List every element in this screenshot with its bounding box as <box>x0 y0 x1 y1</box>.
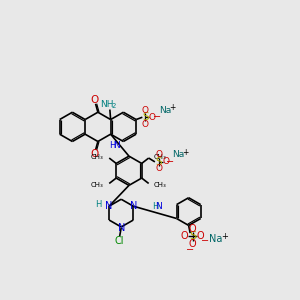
Text: CH₃: CH₃ <box>91 154 104 160</box>
Text: S: S <box>142 112 149 122</box>
Text: O: O <box>155 164 162 173</box>
Text: −: − <box>153 112 161 122</box>
Text: N: N <box>113 141 120 150</box>
Text: O: O <box>189 224 196 233</box>
Text: H: H <box>152 202 158 211</box>
Text: O: O <box>189 239 196 249</box>
Text: O: O <box>149 113 156 122</box>
Text: N: N <box>118 223 125 233</box>
Text: +: + <box>169 103 176 112</box>
Text: O: O <box>181 231 189 241</box>
Text: Na: Na <box>159 106 171 115</box>
Text: +: + <box>222 232 229 241</box>
Text: O: O <box>142 120 149 129</box>
Text: 2: 2 <box>112 103 116 109</box>
Text: S: S <box>155 157 162 167</box>
Text: O: O <box>142 106 149 115</box>
Text: −: − <box>166 157 174 167</box>
Text: CH₃: CH₃ <box>91 182 104 188</box>
Text: Na: Na <box>209 233 222 244</box>
Text: NH: NH <box>100 100 113 109</box>
Text: N: N <box>155 202 162 211</box>
Text: −: − <box>186 245 194 255</box>
Text: +: + <box>183 148 189 157</box>
Text: O: O <box>162 158 169 166</box>
Text: H: H <box>109 141 115 150</box>
Text: Cl: Cl <box>115 236 124 246</box>
Text: O: O <box>155 151 162 160</box>
Text: N: N <box>130 201 137 211</box>
Text: S: S <box>189 231 196 241</box>
Text: N: N <box>105 201 113 211</box>
Text: CH₃: CH₃ <box>154 182 167 188</box>
Text: O: O <box>196 231 204 241</box>
Text: CH₃: CH₃ <box>154 154 167 160</box>
Text: O: O <box>91 149 99 159</box>
Text: Na: Na <box>172 151 184 160</box>
Text: O: O <box>91 95 99 105</box>
Text: −: − <box>201 236 209 246</box>
Text: H: H <box>95 200 101 209</box>
